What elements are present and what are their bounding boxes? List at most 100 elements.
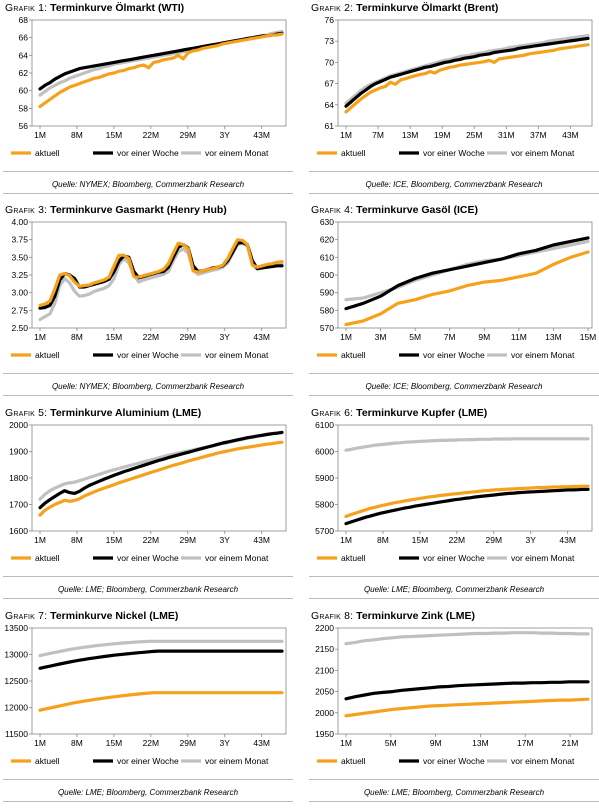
y-tick-label: 1800 — [9, 473, 28, 483]
x-tick-label: 7M — [444, 332, 456, 342]
chart-number: Grafik 6: — [311, 407, 354, 419]
x-tick-label: 29M — [180, 738, 197, 748]
y-tick-label: 3.25 — [11, 270, 28, 280]
x-tick-label: 22M — [143, 130, 160, 140]
y-tick-label: 64 — [325, 100, 335, 110]
y-tick-label: 56 — [19, 121, 29, 131]
plot-frame — [337, 627, 593, 735]
x-tick-label: 15M — [412, 535, 429, 545]
x-tick-label: 1M — [34, 535, 46, 545]
legend-label: vor einer Woche — [117, 350, 179, 360]
x-tick-label: 13M — [472, 738, 489, 748]
y-tick-label: 6000 — [315, 447, 334, 457]
divider — [309, 598, 599, 599]
y-tick-label: 2150 — [315, 644, 334, 654]
x-tick-label: 25M — [466, 130, 483, 140]
chart-title-text: Terminkurve Ölmarkt (WTI) — [47, 2, 185, 14]
series-line-vor-einer-woche — [344, 36, 590, 108]
chart-number: Grafik 3: — [5, 204, 48, 216]
x-tick-label: 15M — [106, 130, 123, 140]
x-tick-label: 15M — [106, 332, 123, 342]
chart-title: Grafik 6: Terminkurve Kupfer (LME) — [311, 407, 487, 419]
legend-label: aktuell — [341, 756, 366, 766]
chart-source: Quelle: LME; Bloomberg, Commerzbank Rese… — [57, 788, 239, 797]
x-tick-label: 1M — [340, 332, 352, 342]
chart-number: Grafik 2: — [311, 2, 354, 14]
chart-number: Grafik 8: — [311, 610, 354, 622]
divider — [309, 193, 599, 194]
y-tick-label: 1950 — [315, 729, 334, 739]
legend-label: aktuell — [35, 148, 60, 158]
divider — [3, 801, 293, 802]
legend-label: vor einer Woche — [117, 148, 179, 158]
chart-title-text: Terminkurve Zink (LME) — [353, 610, 476, 622]
x-tick-label: 22M — [143, 738, 160, 748]
chart-number: Grafik 4: — [311, 204, 354, 216]
x-tick-label: 15M — [580, 332, 597, 342]
x-tick-label: 17M — [517, 738, 534, 748]
x-tick-label: 3Y — [526, 535, 537, 545]
y-tick-label: 76 — [325, 16, 335, 25]
legend-label: vor einem Monat — [511, 350, 575, 360]
series-line-vor-einer-woche — [344, 487, 590, 526]
x-tick-label: 8M — [71, 738, 83, 748]
chart-title-text: Terminkurve Kupfer (LME) — [353, 407, 488, 419]
x-tick-label: 37M — [530, 130, 547, 140]
x-tick-label: 3M — [375, 332, 387, 342]
chart-source: Quelle: LME; Bloomberg, Commerzbank Rese… — [363, 585, 545, 594]
legend-label: vor einer Woche — [423, 756, 485, 766]
x-tick-label: 1M — [34, 130, 46, 140]
x-tick-label: 9M — [430, 738, 442, 748]
x-tick-label: 15M — [106, 535, 123, 545]
chart-title: Grafik 2: Terminkurve Ölmarkt (Brent) — [311, 2, 498, 14]
y-tick-label: 2100 — [315, 665, 334, 675]
divider — [3, 171, 293, 172]
x-tick-label: 43M — [253, 332, 270, 342]
chart-svg: 2.50 2.75 3.00 3.25 3.50 3.75 4.00 1M 8M 15M 22M 29… — [11, 218, 287, 360]
chart-title: Grafik 1: Terminkurve Ölmarkt (WTI) — [5, 2, 184, 14]
y-tick-label: 2000 — [9, 421, 28, 430]
chart-title-text: Terminkurve Gasmarkt (Henry Hub) — [47, 204, 227, 216]
divider — [3, 395, 293, 396]
series-line-aktuell — [344, 697, 590, 718]
legend-label: vor einem Monat — [205, 148, 269, 158]
y-tick-label: 5900 — [315, 473, 334, 483]
x-tick-label: 8M — [71, 332, 83, 342]
y-tick-label: 4.00 — [11, 218, 28, 227]
y-tick-label: 61 — [325, 121, 335, 131]
y-tick-label: 66 — [19, 33, 29, 43]
divider — [3, 193, 293, 194]
x-tick-label: 22M — [449, 535, 466, 545]
chart-title-text: Terminkurve Ölmarkt (Brent) — [353, 2, 499, 14]
legend-label: vor einer Woche — [423, 350, 485, 360]
x-tick-label: 1M — [340, 130, 352, 140]
chart-source: Quelle: ICE; Bloomberg, Commerzbank Rese… — [365, 382, 543, 391]
divider — [309, 576, 599, 577]
series-line-vor-einem-monat — [344, 631, 590, 646]
y-tick-label: 1700 — [9, 500, 28, 510]
chart-panel-7: Grafik 7: Terminkurve Nickel (LME) 11500 1… — [3, 608, 293, 810]
series-line-aktuell — [38, 32, 284, 109]
legend-label: aktuell — [341, 148, 366, 158]
chart-title-text: Terminkurve Gasöl (ICE) — [353, 204, 478, 216]
divider — [309, 395, 599, 396]
divider — [3, 576, 293, 577]
legend-label: aktuell — [341, 553, 366, 563]
series-line-vor-einem-monat — [344, 239, 590, 302]
x-tick-label: 13M — [402, 130, 419, 140]
chart-panel-6: Grafik 6: Terminkurve Kupfer (LME) 5700 58… — [309, 405, 599, 607]
y-tick-label: 73 — [325, 36, 335, 46]
x-tick-label: 3Y — [220, 738, 231, 748]
y-tick-label: 3.50 — [11, 252, 28, 262]
chart-source: Quelle: NYMEX; Bloomberg, Commerzbank Re… — [51, 382, 245, 391]
chart-panel-2: Grafik 2: Terminkurve Ölmarkt (Brent) 61 6… — [309, 0, 599, 202]
y-tick-label: 590 — [320, 288, 334, 298]
y-tick-label: 2.50 — [11, 323, 28, 333]
y-tick-label: 5700 — [315, 526, 334, 536]
series-line-aktuell — [38, 238, 284, 308]
y-tick-label: 70 — [325, 57, 335, 67]
x-tick-label: 22M — [143, 535, 160, 545]
chart-panel-3: Grafik 3: Terminkurve Gasmarkt (Henry Hu… — [3, 202, 293, 404]
x-tick-label: 43M — [253, 535, 270, 545]
chart-number: Grafik 7: — [5, 610, 48, 622]
